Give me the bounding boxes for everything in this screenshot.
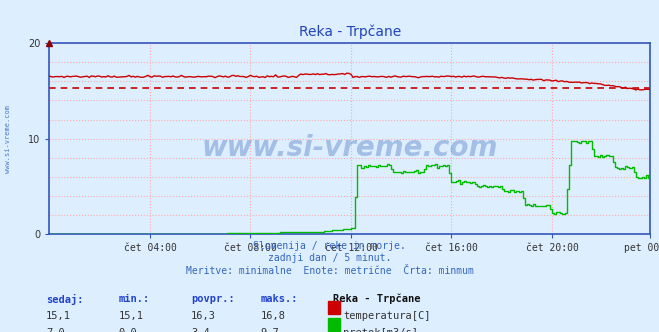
Title: Reka - Trpčane: Reka - Trpčane: [299, 25, 401, 39]
Text: www.si-vreme.com: www.si-vreme.com: [5, 106, 11, 173]
Text: pretok[m3/s]: pretok[m3/s]: [343, 328, 418, 332]
Text: Slovenija / reke in morje.: Slovenija / reke in morje.: [253, 241, 406, 251]
Text: 15,1: 15,1: [46, 311, 71, 321]
Text: 16,3: 16,3: [191, 311, 216, 321]
Text: 7,0: 7,0: [46, 328, 65, 332]
Text: temperatura[C]: temperatura[C]: [343, 311, 431, 321]
Text: maks.:: maks.:: [260, 294, 298, 304]
Text: Meritve: minimalne  Enote: metrične  Črta: minmum: Meritve: minimalne Enote: metrične Črta:…: [186, 266, 473, 276]
Text: 0,0: 0,0: [119, 328, 137, 332]
Text: min.:: min.:: [119, 294, 150, 304]
Text: povpr.:: povpr.:: [191, 294, 235, 304]
Text: sedaj:: sedaj:: [46, 294, 84, 305]
Text: zadnji dan / 5 minut.: zadnji dan / 5 minut.: [268, 253, 391, 263]
Text: 15,1: 15,1: [119, 311, 144, 321]
Text: 3,4: 3,4: [191, 328, 210, 332]
Text: 9,7: 9,7: [260, 328, 279, 332]
Text: Reka - Trpčane: Reka - Trpčane: [333, 294, 420, 304]
Text: www.si-vreme.com: www.si-vreme.com: [202, 134, 498, 162]
Text: 16,8: 16,8: [260, 311, 285, 321]
